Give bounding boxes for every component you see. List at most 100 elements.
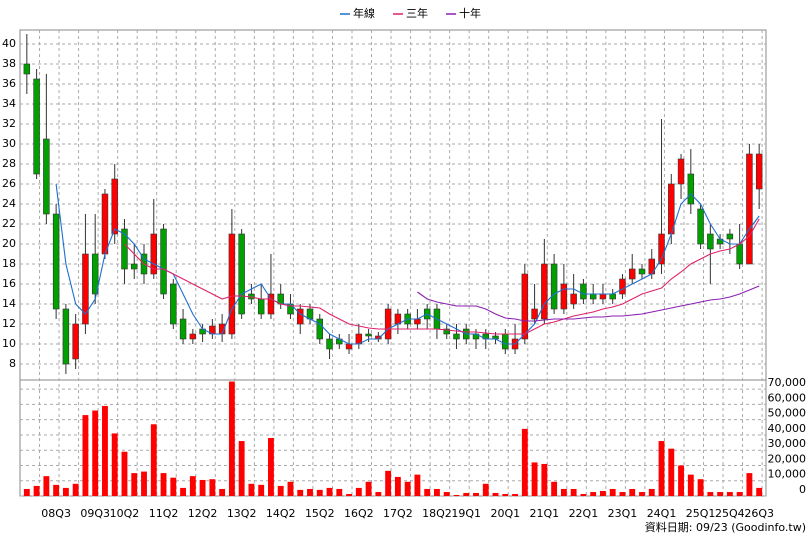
x-tick-label: 15Q2: [305, 507, 335, 520]
volume-bar: [687, 474, 694, 496]
candle-body: [267, 293, 275, 315]
y-tick-label: 20: [2, 237, 16, 250]
candle-body: [580, 283, 587, 300]
y-tick-label: 18: [2, 257, 16, 270]
volume-bar: [43, 476, 50, 496]
volume-bar: [521, 428, 528, 496]
candle-body: [502, 333, 509, 350]
candle-body: [746, 153, 753, 265]
volume-bar: [365, 481, 372, 496]
y-tick-label: 30: [2, 137, 16, 150]
volume-bar: [268, 438, 274, 496]
y-tick-label: 14: [2, 297, 16, 310]
candle-body: [91, 253, 99, 295]
candle-body: [550, 263, 558, 310]
volume-bar: [189, 476, 196, 496]
x-tick-label: 11Q2: [149, 507, 179, 520]
ma-line: [124, 218, 760, 335]
y-tick-label: 26: [2, 177, 16, 190]
volume-bar: [316, 489, 323, 496]
y-tick-label: 16: [2, 277, 16, 290]
candle-body: [33, 78, 40, 175]
legend-label: 十年: [459, 6, 481, 20]
candle-body: [541, 263, 548, 320]
x-tick-label: 19Q1: [451, 507, 481, 520]
candle-body: [677, 158, 685, 185]
candle-body: [72, 323, 79, 360]
candle-body: [316, 318, 323, 340]
volume-bar: [756, 487, 763, 496]
candle-body: [726, 233, 734, 240]
volume-bar: [287, 481, 294, 496]
volume-bar: [746, 473, 753, 496]
y-tick-label: 28: [2, 157, 16, 170]
volume-bar: [297, 489, 304, 496]
volume-bar: [512, 494, 518, 496]
candle-body: [121, 228, 128, 270]
volume-bar: [346, 494, 352, 496]
candle-body: [297, 308, 304, 325]
x-tick-label: 20Q1: [490, 507, 520, 520]
volume-bar: [629, 488, 636, 496]
volume-bar: [590, 492, 597, 496]
volume-bar: [228, 381, 235, 496]
volume-bar: [121, 451, 128, 496]
candle-body: [619, 278, 626, 295]
volume-bar: [726, 492, 733, 496]
x-tick-label: 25Q1: [686, 507, 716, 520]
y-tick-label: 24: [2, 197, 16, 210]
volume-bar: [678, 465, 684, 496]
volume-bar: [23, 488, 30, 496]
candle-body: [101, 193, 109, 255]
candle-body: [43, 138, 50, 215]
candle-body: [589, 293, 597, 300]
y-tick-label: 34: [2, 97, 16, 110]
y-tick-label: 32: [2, 117, 16, 130]
volume-bar: [707, 492, 714, 496]
candle-body: [365, 333, 372, 337]
y2-tick-label: 50,000: [768, 407, 807, 420]
volume-bar: [150, 424, 157, 496]
volume-bar: [336, 488, 343, 496]
volume-bar: [277, 485, 284, 496]
candle-body: [189, 333, 197, 340]
volume-bar: [258, 484, 265, 496]
candle-body: [160, 228, 167, 295]
candle-body: [570, 293, 577, 305]
candle-body: [628, 268, 636, 280]
volume-bar: [609, 488, 616, 496]
candle-body: [150, 233, 158, 275]
y2-tick-label: 70,000: [768, 376, 807, 389]
x-tick-label: 09Q3: [80, 507, 110, 520]
y2-tick-label: 60,000: [768, 391, 807, 404]
candle-body: [170, 283, 177, 325]
y-tick-label: 8: [9, 357, 16, 370]
y2-tick-label: 10,000: [768, 468, 807, 481]
candle-body: [687, 173, 695, 205]
legend-label: 年線: [353, 6, 375, 20]
x-tick-label: 10Q2: [110, 507, 140, 520]
volume-bar: [307, 488, 313, 496]
volume-bar: [648, 488, 655, 496]
volume-bar: [62, 487, 69, 496]
candle-body: [179, 318, 187, 340]
volume-bar: [580, 494, 587, 496]
x-tick-label: 25Q4: [715, 507, 745, 520]
volume-bar: [33, 485, 40, 496]
volume-bar: [717, 492, 724, 496]
candle-body: [697, 208, 704, 245]
x-tick-label: 12Q2: [188, 507, 218, 520]
y-tick-label: 40: [2, 37, 16, 50]
x-tick-label: 18Q2: [422, 507, 452, 520]
volume-bar: [658, 441, 665, 496]
volume-bar: [736, 492, 743, 496]
volume-bar: [141, 471, 147, 496]
volume-bar: [443, 492, 450, 496]
candle-body: [521, 273, 529, 340]
candle-body: [736, 243, 743, 265]
y-tick-label: 38: [2, 57, 16, 70]
volume-bar: [248, 483, 255, 496]
candle-body: [228, 233, 236, 335]
candle-body: [707, 233, 714, 250]
volume-bar: [102, 405, 108, 496]
